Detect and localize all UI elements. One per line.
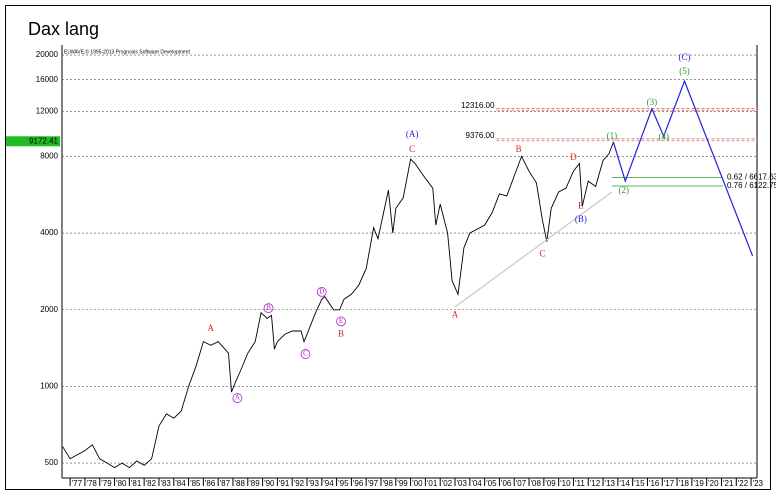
x-tick-label: '97 (368, 479, 379, 488)
x-tick-label: '91 (279, 479, 290, 488)
x-tick-label: '16 (649, 479, 660, 488)
y-tick-label: 1000 (40, 382, 58, 391)
y-tick-label: 20000 (36, 50, 59, 59)
annotation-circle (316, 287, 327, 297)
x-tick-label: '12 (590, 479, 601, 488)
x-tick-label: '80 (116, 479, 127, 488)
x-tick-label: '93 (308, 479, 319, 488)
x-tick-label: '96 (353, 479, 364, 488)
x-tick-label: '79 (101, 479, 112, 488)
wave-label: C (539, 248, 545, 258)
wave-label: E (339, 317, 343, 325)
x-tick-label: '00 (412, 479, 423, 488)
x-tick-label: '07 (516, 479, 527, 488)
x-tick-label: '78 (86, 479, 97, 488)
annotation-circle (300, 349, 311, 359)
x-tick-label: '18 (679, 479, 690, 488)
x-tick-label: '03 (457, 479, 468, 488)
wave-label: (2) (619, 185, 630, 195)
x-tick-label: '84 (175, 479, 186, 488)
x-tick-label: '85 (190, 479, 201, 488)
x-tick-label: '23 (753, 479, 764, 488)
x-tick-label: '06 (501, 479, 512, 488)
wave-label: (1) (607, 130, 618, 140)
wave-label: A (208, 323, 215, 333)
wave-label: B (516, 144, 522, 154)
x-tick-label: '22 (738, 479, 749, 488)
chart-title: Dax lang (28, 19, 99, 39)
wave-label: C (409, 144, 415, 154)
x-tick-label: '81 (131, 479, 142, 488)
x-tick-label: '89 (249, 479, 260, 488)
wave-label: (3) (647, 97, 658, 107)
level-label: 9376.00 (466, 131, 495, 140)
x-tick-label: '95 (338, 479, 349, 488)
y-tick-label: 500 (45, 458, 59, 467)
x-tick-label: '19 (693, 479, 704, 488)
wave-label: D (319, 288, 324, 296)
x-tick-label: '08 (531, 479, 542, 488)
wave-label: E (578, 200, 584, 210)
wave-label: (4) (658, 131, 669, 141)
x-tick-label: '10 (560, 479, 571, 488)
y-tick-label: 2000 (40, 305, 58, 314)
frame (5, 5, 771, 490)
series-line (454, 191, 613, 308)
x-tick-label: '82 (146, 479, 157, 488)
annotation-circle (263, 303, 274, 314)
x-tick-label: '02 (442, 479, 453, 488)
wave-label: A (235, 394, 240, 402)
x-tick-label: '14 (619, 479, 630, 488)
y-tick-label: 4000 (40, 228, 58, 237)
x-tick-label: '15 (634, 479, 645, 488)
last-price-label: 9172.41 (29, 136, 58, 145)
x-tick-label: '11 (575, 479, 585, 488)
y-tick-label: 8000 (40, 152, 58, 161)
series-line (612, 79, 754, 257)
x-tick-label: '83 (160, 479, 171, 488)
x-tick-label: '05 (486, 479, 497, 488)
wave-label: D (570, 152, 577, 162)
y-tick-label: 16000 (36, 75, 59, 84)
level-label: 12316.00 (461, 101, 495, 110)
x-tick-label: '13 (605, 479, 616, 488)
x-tick-label: '04 (471, 479, 482, 488)
x-tick-label: '92 (294, 479, 305, 488)
annotation-circle (336, 316, 346, 327)
x-tick-label: '99 (397, 479, 408, 488)
x-tick-label: '90 (264, 479, 275, 488)
wave-label: (5) (679, 66, 690, 76)
y-tick-label: 12000 (36, 107, 59, 116)
level-label: 0.76 / 6122.75 (727, 181, 776, 190)
series-line (62, 141, 614, 469)
annotation-circle (232, 393, 243, 403)
last-price-box (6, 136, 60, 147)
x-tick-label: '21 (723, 479, 734, 488)
wave-label: C (303, 350, 308, 358)
x-tick-label: '01 (427, 479, 438, 488)
x-tick-label: '20 (708, 479, 719, 488)
wave-label: (C) (678, 52, 690, 62)
x-tick-label: '86 (205, 479, 216, 488)
copyright: ELWAVE,© 1995-2013 Prognosis Software De… (64, 48, 190, 55)
x-tick-label: '09 (545, 479, 556, 488)
level-label: 0.62 / 6617.63 (727, 172, 776, 181)
wave-label: B (266, 304, 271, 312)
x-tick-label: '94 (323, 479, 334, 488)
x-tick-label: '17 (664, 479, 675, 488)
wave-label: (A) (406, 129, 419, 139)
wave-label: B (338, 328, 344, 338)
x-tick-label: '88 (234, 479, 245, 488)
x-tick-label: '87 (220, 479, 231, 488)
wave-label: A (452, 309, 459, 319)
x-tick-label: '98 (383, 479, 394, 488)
x-tick-label: '77 (72, 479, 83, 488)
wave-label: (B) (575, 214, 587, 224)
